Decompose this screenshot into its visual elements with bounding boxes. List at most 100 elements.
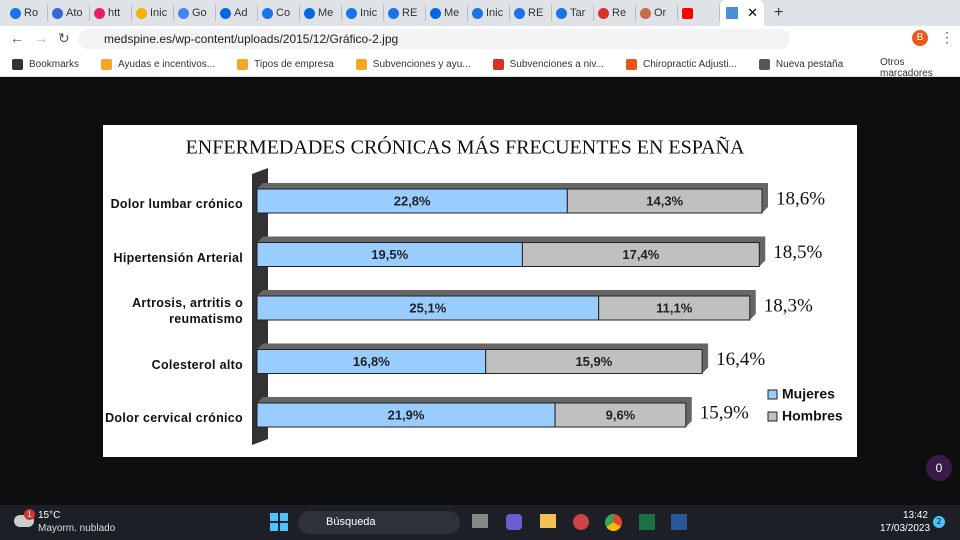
legend-label: Mujeres bbox=[782, 386, 835, 402]
other-bookmarks[interactable]: Otros marcadores bbox=[880, 57, 933, 79]
tab-title: htt bbox=[108, 7, 121, 19]
category-label: Dolor cervical crónico bbox=[105, 411, 243, 425]
bar-segment bbox=[566, 188, 763, 214]
tab-title: Inic bbox=[360, 7, 378, 19]
tab[interactable] bbox=[678, 5, 720, 21]
bookmark[interactable]: Tipos de empresa bbox=[237, 58, 334, 70]
tab[interactable]: Go bbox=[174, 5, 216, 21]
tab-title: Ato bbox=[66, 7, 83, 19]
bookmark[interactable]: Nueva pestaña bbox=[758, 58, 844, 70]
new-tab-button[interactable]: + bbox=[774, 4, 784, 21]
tab[interactable]: htt bbox=[90, 5, 132, 21]
total-label: 18,5% bbox=[773, 242, 822, 263]
tab[interactable]: Co bbox=[258, 5, 300, 21]
tab[interactable]: Ro bbox=[6, 5, 48, 21]
app-icon[interactable] bbox=[605, 514, 622, 531]
address-bar[interactable]: medspine.es/wp-content/uploads/2015/12/G… bbox=[78, 29, 790, 49]
legend-label: Hombres bbox=[782, 408, 843, 424]
bar-segment bbox=[256, 242, 523, 267]
active-tab[interactable]: ✕ bbox=[720, 0, 764, 26]
tab-title: Inic bbox=[486, 7, 504, 19]
bookmark-title: Tipos de empresa bbox=[254, 58, 334, 70]
tab-title: Inic bbox=[150, 7, 168, 19]
app-icon[interactable] bbox=[671, 514, 687, 530]
weather-badge: 1 bbox=[24, 509, 35, 520]
category-label: Colesterol alto bbox=[151, 357, 243, 372]
tab[interactable]: RE bbox=[510, 5, 552, 21]
app-icon[interactable] bbox=[639, 514, 655, 530]
category-label: Artrosis, artritis o reumatismo bbox=[132, 296, 243, 326]
value-label: 16,8% bbox=[353, 354, 390, 369]
value-label: 9,6% bbox=[606, 407, 636, 422]
reload-button[interactable]: ↻ bbox=[58, 30, 70, 46]
app-icon[interactable] bbox=[573, 514, 589, 530]
tab[interactable]: Me bbox=[426, 5, 468, 21]
total-label: 18,3% bbox=[764, 295, 813, 316]
clock-time: 13:42 bbox=[902, 510, 928, 521]
tab[interactable]: RE bbox=[384, 5, 426, 21]
forward-button[interactable]: → bbox=[34, 30, 48, 46]
tab[interactable]: Or bbox=[636, 5, 678, 21]
tab[interactable]: Tar bbox=[552, 5, 594, 21]
tab-title: Ad bbox=[234, 7, 248, 19]
chart-title: ENFERMEDADES CRÓNICAS MÁS FRECUENTES EN … bbox=[186, 135, 745, 159]
bookmark-title: Chiropractic Adjusti... bbox=[642, 58, 737, 70]
bookmark[interactable]: Chiropractic Adjusti... bbox=[625, 58, 737, 70]
back-button[interactable]: ← bbox=[10, 30, 24, 46]
bookmark-title: Bookmarks bbox=[29, 58, 80, 70]
category-label: Dolor lumbar crónico bbox=[110, 197, 243, 211]
tab-title: Ro bbox=[24, 7, 39, 19]
bar-segment bbox=[554, 402, 687, 428]
bookmark[interactable]: Subvenciones a niv... bbox=[492, 58, 604, 70]
bookmark[interactable]: Ayudas e incentivos... bbox=[101, 58, 215, 70]
bookmark[interactable]: Subvenciones y ayu... bbox=[355, 58, 471, 70]
legend-swatch bbox=[767, 411, 778, 422]
bookmark-title: Nueva pestaña bbox=[775, 58, 844, 70]
tab[interactable]: Me bbox=[300, 5, 342, 21]
weather-text: Mayorm. nublado bbox=[38, 523, 116, 534]
tab-title: Tar bbox=[570, 7, 586, 19]
temperature: 15°C bbox=[38, 510, 61, 521]
tab-title: Me bbox=[444, 7, 460, 19]
app-icon[interactable] bbox=[540, 514, 556, 528]
notification-badge[interactable]: 2 bbox=[933, 516, 945, 528]
tab[interactable]: Ad bbox=[216, 5, 258, 21]
tab-title: Re bbox=[612, 7, 627, 19]
tab[interactable]: Re bbox=[594, 5, 636, 21]
profile-button[interactable]: B bbox=[912, 30, 928, 46]
floating-badge[interactable]: 0 bbox=[926, 455, 952, 481]
tab[interactable]: Inic bbox=[468, 5, 510, 21]
legend-swatch bbox=[767, 389, 778, 400]
value-label: 19,5% bbox=[371, 247, 408, 262]
bar-segment bbox=[598, 295, 751, 321]
total-label: 16,4% bbox=[716, 349, 765, 370]
tab-strip: Ro Ato htt Inic Go Ad Co Me Inic RE Me Inic RE Tar Re O… bbox=[0, 0, 960, 26]
bookmark-title: Subvenciones a niv... bbox=[509, 58, 604, 70]
category-label: Hipertensión Arterial bbox=[113, 250, 243, 265]
tab[interactable]: Ato bbox=[48, 5, 90, 21]
tab[interactable]: Inic bbox=[132, 5, 174, 21]
bookmark-title: Subvenciones y ayu... bbox=[372, 58, 471, 70]
value-label: 25,1% bbox=[409, 300, 446, 315]
bar-segment bbox=[256, 402, 556, 428]
app-icon[interactable] bbox=[472, 514, 488, 528]
tab-title: Co bbox=[276, 7, 291, 19]
clock-date: 17/03/2023 bbox=[880, 523, 931, 534]
app-icon[interactable] bbox=[506, 514, 522, 530]
value-label: 22,8% bbox=[394, 193, 431, 208]
menu-button[interactable]: ⋮ bbox=[940, 29, 954, 45]
tab[interactable]: Inic bbox=[342, 5, 384, 21]
bar-segment bbox=[256, 295, 600, 321]
total-label: 18,6% bbox=[776, 188, 825, 209]
chart: ENFERMEDADES CRÓNICAS MÁS FRECUENTES EN … bbox=[186, 135, 843, 445]
value-label: 11,1% bbox=[656, 300, 693, 315]
search-box[interactable]: Búsqueda bbox=[298, 511, 460, 534]
bar-segment bbox=[485, 349, 703, 374]
start-button[interactable] bbox=[270, 513, 288, 531]
bookmarks-bar: Bookmarks Ayudas e incentivos... Tipos de … bbox=[0, 52, 960, 77]
bookmark[interactable]: Bookmarks bbox=[12, 58, 80, 70]
bar-segment bbox=[256, 349, 487, 374]
tab-title: Go bbox=[192, 7, 207, 19]
tab-title: Or bbox=[654, 7, 667, 19]
